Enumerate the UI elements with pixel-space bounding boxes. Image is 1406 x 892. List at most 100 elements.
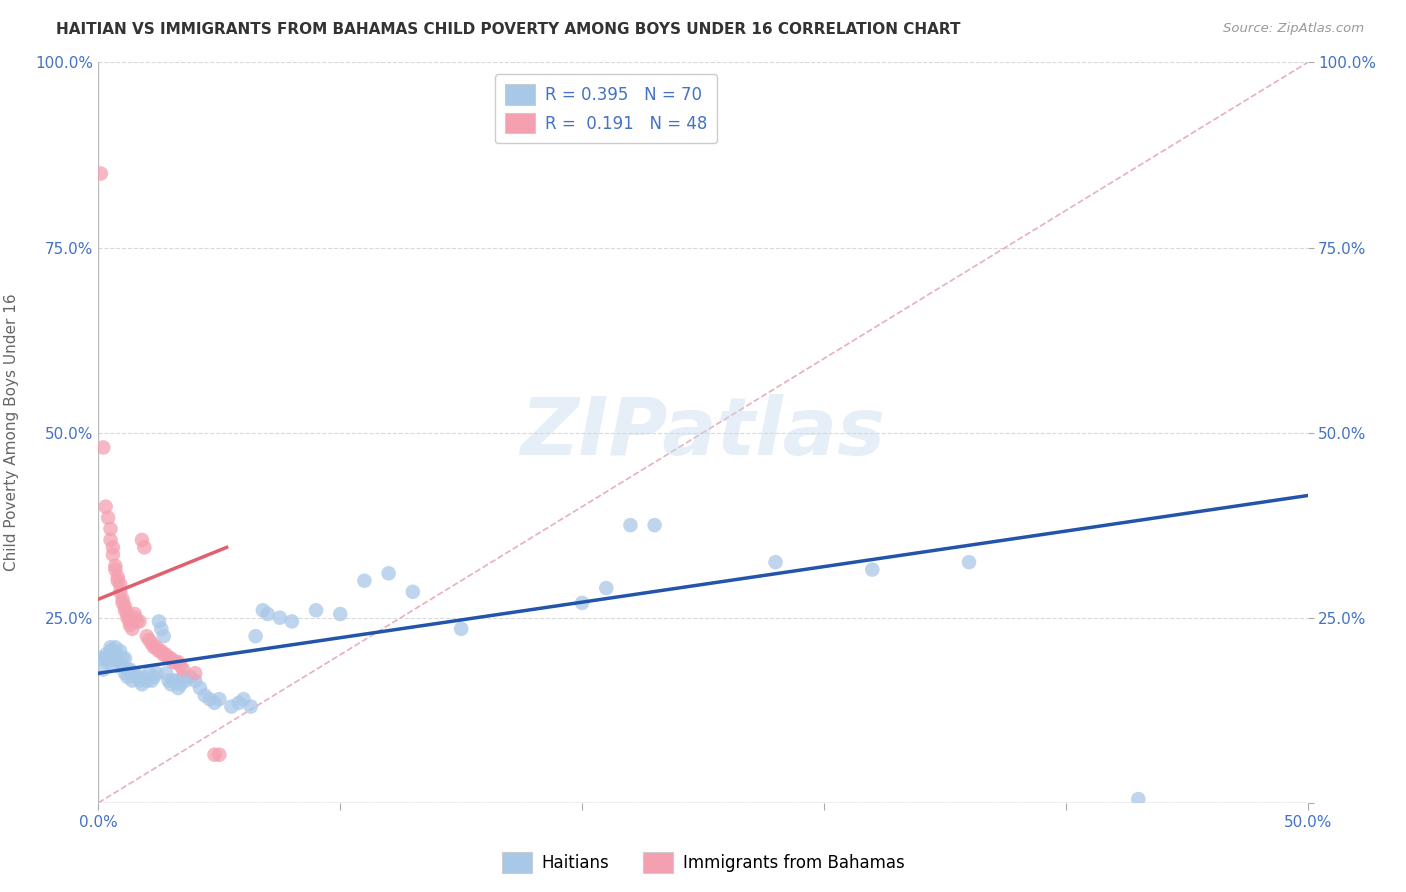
Legend: Haitians, Immigrants from Bahamas: Haitians, Immigrants from Bahamas — [495, 846, 911, 880]
Point — [135, 629, 157, 643]
Point — [765, 555, 787, 569]
Point — [184, 666, 207, 681]
Point — [94, 500, 117, 514]
Point — [108, 584, 131, 599]
Point — [174, 673, 197, 688]
Point — [860, 563, 883, 577]
Point — [160, 677, 183, 691]
Point — [232, 692, 254, 706]
Point — [221, 699, 243, 714]
Point — [172, 663, 194, 677]
Point — [97, 651, 120, 665]
Point — [198, 692, 221, 706]
Point — [104, 640, 127, 655]
Point — [111, 658, 134, 673]
Point — [169, 658, 191, 673]
Point — [160, 651, 183, 665]
Point — [957, 555, 980, 569]
Point — [104, 651, 127, 665]
Point — [305, 603, 328, 617]
Point — [100, 522, 122, 536]
Point — [101, 651, 124, 665]
Text: ZIPatlas: ZIPatlas — [520, 393, 886, 472]
Point — [124, 607, 146, 621]
Point — [118, 615, 141, 629]
Point — [94, 648, 117, 662]
Point — [114, 603, 136, 617]
Point — [118, 618, 141, 632]
Point — [148, 644, 170, 658]
Point — [94, 651, 117, 665]
Point — [167, 681, 190, 695]
Point — [402, 584, 425, 599]
Point — [100, 533, 122, 547]
Point — [141, 637, 163, 651]
Point — [150, 622, 173, 636]
Point — [256, 607, 278, 621]
Point — [269, 610, 291, 624]
Point — [127, 615, 149, 629]
Point — [377, 566, 399, 581]
Point — [118, 663, 141, 677]
Point — [121, 673, 143, 688]
Point — [155, 666, 177, 681]
Point — [252, 603, 274, 617]
Point — [143, 670, 166, 684]
Point — [595, 581, 617, 595]
Point — [155, 648, 177, 662]
Legend: R = 0.395   N = 70, R =  0.191   N = 48: R = 0.395 N = 70, R = 0.191 N = 48 — [495, 74, 717, 144]
Point — [239, 699, 262, 714]
Point — [104, 558, 127, 573]
Point — [1128, 792, 1150, 806]
Point — [135, 673, 157, 688]
Point — [228, 696, 250, 710]
Point — [162, 673, 184, 688]
Point — [131, 533, 153, 547]
Point — [141, 673, 163, 688]
Point — [107, 658, 129, 673]
Point — [138, 632, 160, 647]
Point — [114, 651, 136, 665]
Point — [100, 640, 122, 655]
Point — [165, 673, 187, 688]
Point — [245, 629, 267, 643]
Point — [188, 681, 211, 695]
Point — [114, 599, 136, 614]
Point — [107, 570, 129, 584]
Point — [145, 640, 167, 655]
Point — [208, 692, 231, 706]
Point — [131, 677, 153, 691]
Point — [117, 670, 139, 684]
Point — [91, 663, 114, 677]
Point — [329, 607, 352, 621]
Point — [134, 541, 156, 555]
Point — [100, 644, 122, 658]
Point — [619, 518, 641, 533]
Point — [107, 574, 129, 588]
Point — [117, 610, 139, 624]
Point — [90, 166, 112, 180]
Point — [107, 648, 129, 662]
Point — [134, 670, 156, 684]
Point — [172, 670, 194, 684]
Point — [128, 673, 150, 688]
Point — [138, 666, 160, 681]
Point — [208, 747, 231, 762]
Point — [169, 677, 191, 691]
Point — [128, 615, 150, 629]
Point — [127, 670, 149, 684]
Point — [101, 548, 124, 562]
Point — [111, 651, 134, 665]
Point — [162, 655, 184, 669]
Point — [91, 441, 114, 455]
Point — [157, 651, 180, 665]
Point — [152, 648, 174, 662]
Point — [104, 563, 127, 577]
Point — [194, 689, 217, 703]
Point — [148, 615, 170, 629]
Point — [124, 610, 146, 624]
Point — [165, 655, 187, 669]
Point — [108, 644, 131, 658]
Point — [353, 574, 375, 588]
Point — [111, 596, 134, 610]
